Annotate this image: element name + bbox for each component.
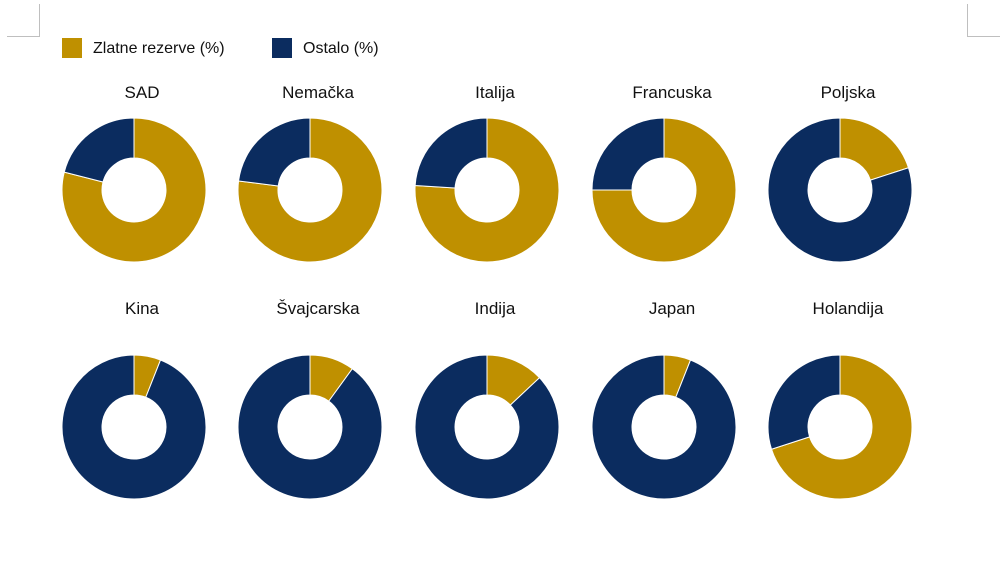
slice-francuska-ostalo — [591, 117, 665, 191]
donut-svajcarska: Švajcarska — [237, 299, 383, 500]
slice-francuska-zlatne-rezerve — [591, 117, 737, 263]
donut-title-indija: Indija — [475, 299, 516, 318]
slice-italija-zlatne-rezerve — [414, 117, 560, 263]
corner-crop-mark-left — [7, 4, 40, 37]
donut-title-poljska: Poljska — [821, 83, 876, 102]
donut-nemacka: Nemačka — [237, 83, 383, 263]
donut-italija: Italija — [414, 83, 560, 263]
slice-italija-ostalo — [414, 117, 488, 189]
slice-poljska-ostalo — [767, 117, 913, 263]
slice-sad-zlatne-rezerve — [61, 117, 207, 263]
donut-holandija: Holandija — [767, 299, 913, 500]
donut-title-japan: Japan — [649, 299, 695, 318]
slice-kina-ostalo — [61, 354, 207, 500]
donut-title-sad: SAD — [125, 83, 160, 102]
legend-swatch-ostalo — [272, 38, 292, 58]
donut-title-kina: Kina — [125, 299, 160, 318]
slice-nemacka-ostalo — [238, 117, 311, 187]
legend-swatch-zlatne-rezerve — [62, 38, 82, 58]
donut-sad: SAD — [61, 83, 207, 263]
donut-kina: Kina — [61, 299, 207, 500]
slice-indija-ostalo — [414, 354, 560, 500]
donut-indija: Indija — [414, 299, 560, 500]
legend-label-ostalo: Ostalo (%) — [303, 40, 379, 57]
legend-label-zlatne-rezerve: Zlatne rezerve (%) — [93, 40, 225, 57]
donut-charts: SAD Nemačka Italija Francuska Poljska Kina Šva… — [61, 83, 913, 500]
slice-sad-ostalo — [63, 117, 135, 183]
donut-japan: Japan — [591, 299, 737, 500]
chart-legend: Zlatne rezerve (%) Ostalo (%) — [62, 38, 379, 58]
donut-poljska: Poljska — [767, 83, 913, 263]
donut-title-nemacka: Nemačka — [282, 83, 354, 102]
slice-japan-ostalo — [591, 354, 737, 500]
donut-francuska: Francuska — [591, 83, 737, 263]
donut-title-italija: Italija — [475, 83, 515, 102]
slice-svajcarska-ostalo — [237, 354, 383, 500]
donut-title-francuska: Francuska — [632, 83, 712, 102]
donut-title-svajcarska: Švajcarska — [276, 299, 360, 318]
corner-crop-mark-right — [967, 4, 1000, 37]
slice-holandija-ostalo — [767, 354, 841, 450]
donut-title-holandija: Holandija — [813, 299, 884, 318]
slice-holandija-zlatne-rezerve — [770, 354, 913, 500]
slice-nemacka-zlatne-rezerve — [237, 117, 383, 263]
